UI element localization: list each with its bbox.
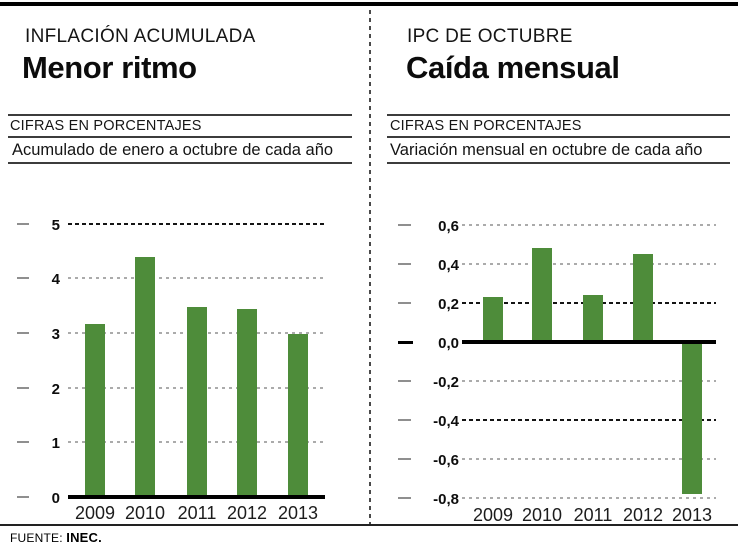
bar-2011 xyxy=(187,307,207,495)
y-tick-label: -0,4 xyxy=(433,413,459,430)
gridline xyxy=(462,497,716,499)
y-tick-label: 0,6 xyxy=(438,218,459,235)
panel-divider-dashed xyxy=(369,10,371,524)
y-tick-dash xyxy=(17,496,29,498)
y-tick-dash xyxy=(398,341,413,344)
x-tick-label: 2012 xyxy=(226,503,268,523)
gridline xyxy=(462,263,716,265)
x-tick-label: 2013 xyxy=(277,503,319,523)
bar-2009 xyxy=(85,324,105,495)
y-tick-dash xyxy=(398,263,411,265)
y-tick-dash xyxy=(398,224,411,226)
y-tick-label: 4 xyxy=(51,271,60,288)
source-value: INEC. xyxy=(66,530,102,545)
y-tick-label: -0,2 xyxy=(433,374,459,391)
gridline xyxy=(68,277,325,279)
x-tick-label: 2010 xyxy=(124,503,166,523)
bar-2012 xyxy=(633,254,653,340)
y-tick-dash xyxy=(17,277,29,279)
bar-2012 xyxy=(237,309,257,495)
top-rule xyxy=(0,2,738,6)
y-tick-label: 0,0 xyxy=(438,335,459,352)
bar-chart-monthly-variation: 0,6 0,4 0,2 0,0 -0,2 -0,4 -0,6 -0,8 2009 2010 2011… xyxy=(369,0,738,548)
units-note-october-cpi: CIFRAS EN PORCENTAJES xyxy=(390,118,582,134)
chart-subtitle-accumulated: Acumulado de enero a octubre de cada año xyxy=(12,141,334,159)
y-tick-label: 1 xyxy=(51,435,60,452)
panel-title-october-cpi: Caída mensual xyxy=(406,50,620,85)
x-tick-label: 2012 xyxy=(622,505,664,525)
rule xyxy=(8,162,352,164)
rule xyxy=(8,136,352,138)
x-tick-label: 2011 xyxy=(573,505,613,525)
y-tick-label: 0,2 xyxy=(438,296,459,313)
chart-subtitle-october-cpi: Variación mensual en octubre de cada año xyxy=(390,141,703,159)
y-tick-dash xyxy=(17,387,29,389)
x-tick-label: 2009 xyxy=(74,503,116,523)
panel-accumulated-inflation: INFLACIÓN ACUMULADA Menor ritmo CIFRAS E… xyxy=(8,26,352,523)
x-tick-label: 2009 xyxy=(472,505,514,525)
y-tick-dash xyxy=(398,380,411,382)
rule xyxy=(8,114,352,116)
x-tick-label: 2013 xyxy=(671,505,713,525)
panel-october-cpi: IPC DE OCTUBRE Caída mensual CIFRAS EN P… xyxy=(369,0,738,548)
rule xyxy=(387,162,730,164)
y-tick-dash xyxy=(17,441,29,443)
source-credit: FUENTE: INEC. xyxy=(10,530,102,545)
y-tick-label: 2 xyxy=(51,381,60,398)
y-tick-label: -0,8 xyxy=(433,491,459,508)
y-tick-dash xyxy=(17,223,29,225)
gridline xyxy=(462,419,716,421)
y-tick-label: -0,6 xyxy=(433,452,459,469)
bar-2010 xyxy=(135,257,155,495)
bar-2011 xyxy=(583,295,603,340)
y-tick-dash xyxy=(398,419,411,421)
x-tick-label: 2010 xyxy=(521,505,563,525)
source-label: FUENTE: xyxy=(10,531,63,545)
y-tick-dash xyxy=(398,497,411,499)
bar-2010 xyxy=(532,248,552,340)
kicker-october-cpi: IPC DE OCTUBRE xyxy=(407,26,573,47)
y-tick-label: 5 xyxy=(51,217,60,234)
zero-axis-line xyxy=(462,340,716,344)
units-note-accumulated: CIFRAS EN PORCENTAJES xyxy=(10,118,202,134)
y-tick-label: 0,4 xyxy=(438,257,459,274)
y-tick-label: 3 xyxy=(51,326,60,343)
bar-2013 xyxy=(288,334,308,495)
rule xyxy=(387,114,730,116)
y-tick-dash xyxy=(17,332,29,334)
bar-2013 xyxy=(682,344,702,494)
bar-chart-accumulated-inflation: 5 4 3 2 1 0 2009 2010 2011 2012 2013 xyxy=(17,217,325,523)
gridline xyxy=(462,224,716,226)
kicker-accumulated: INFLACIÓN ACUMULADA xyxy=(25,26,256,47)
gridline xyxy=(462,458,716,460)
bar-2009 xyxy=(483,297,503,340)
footer-rule xyxy=(0,524,738,526)
y-tick-dash xyxy=(398,302,411,304)
y-tick-dash xyxy=(398,458,411,460)
zero-axis-line xyxy=(68,495,325,499)
rule xyxy=(387,136,730,138)
y-tick-label: 0 xyxy=(51,490,60,507)
gridline xyxy=(68,223,325,225)
gridline xyxy=(462,380,716,382)
panel-title-accumulated: Menor ritmo xyxy=(22,50,197,85)
x-tick-label: 2011 xyxy=(177,503,217,523)
